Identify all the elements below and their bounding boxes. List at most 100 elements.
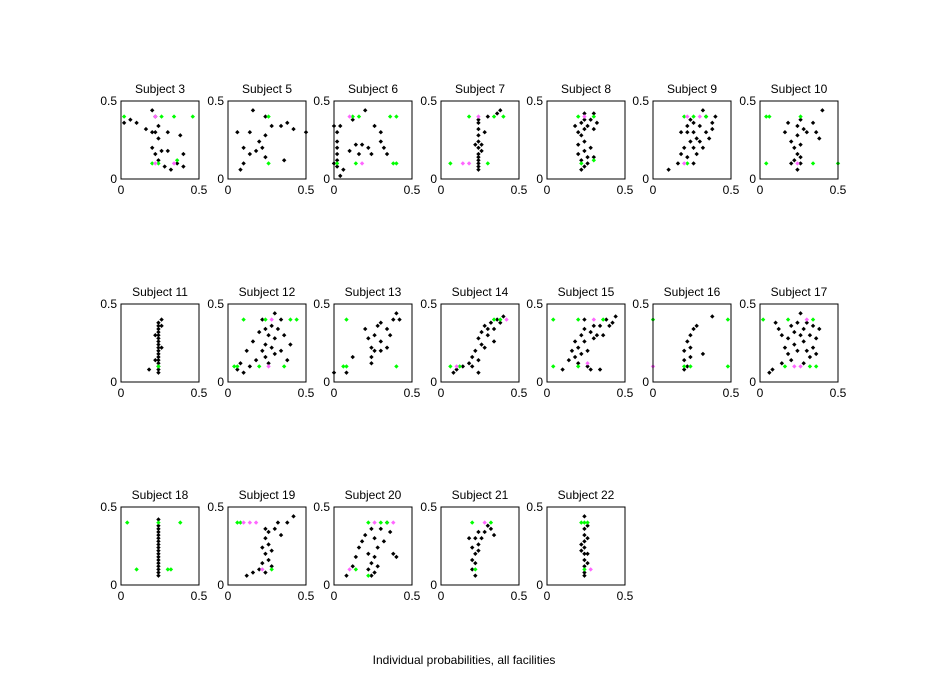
data-point	[691, 120, 696, 126]
data-point	[156, 370, 161, 375]
data-point	[378, 320, 383, 325]
data-point	[128, 117, 133, 122]
data-point	[257, 329, 262, 335]
y-tick-label: 0.5	[632, 94, 649, 108]
data-point	[789, 139, 794, 144]
data-point	[582, 139, 587, 144]
data-point	[257, 139, 262, 144]
y-tick-label: 0.5	[526, 297, 543, 311]
x-tick-label: 0	[118, 183, 125, 197]
data-point	[238, 167, 243, 172]
x-tick-label: 0	[650, 386, 657, 400]
data-point	[143, 126, 149, 132]
data-point	[153, 161, 158, 166]
data-point	[476, 164, 481, 169]
x-tick-label: 0	[438, 183, 445, 197]
data-point	[579, 520, 584, 525]
y-tick-label: 0	[217, 578, 224, 592]
x-tick-label: 0	[118, 386, 125, 400]
data-point	[576, 151, 581, 157]
data-point	[813, 336, 819, 341]
data-point	[153, 130, 158, 135]
y-tick-label: 0	[536, 375, 543, 389]
data-point	[269, 323, 274, 329]
subplot-title: Subject 15	[558, 285, 615, 299]
data-point	[150, 130, 155, 135]
data-point	[366, 520, 371, 525]
y-tick-label: 0.5	[632, 297, 649, 311]
data-point	[266, 529, 271, 535]
data-point	[178, 133, 183, 138]
data-point	[807, 333, 813, 338]
data-point	[576, 317, 581, 322]
data-point	[263, 326, 268, 332]
data-point	[269, 564, 274, 569]
data-point	[588, 145, 593, 150]
data-point	[760, 317, 766, 322]
data-point	[694, 323, 699, 329]
data-point	[476, 161, 481, 166]
data-point	[269, 567, 274, 572]
data-point	[241, 317, 246, 322]
subplot: Subject 13 0 0.5 0 0.5	[313, 285, 420, 400]
subplot: Subject 6 0 0.5 0 0.5	[313, 82, 420, 197]
data-point	[366, 145, 371, 150]
data-point	[341, 167, 346, 172]
data-point	[485, 161, 490, 166]
data-point	[159, 345, 164, 350]
data-point	[150, 145, 155, 150]
data-point	[334, 130, 340, 135]
data-point	[372, 554, 377, 560]
data-point	[263, 114, 268, 119]
data-point	[710, 126, 715, 132]
data-point	[804, 130, 809, 135]
axes-box	[546, 100, 626, 180]
axes-box	[546, 506, 626, 586]
y-tick-label: 0.5	[420, 94, 437, 108]
data-point	[801, 339, 806, 344]
data-point	[272, 526, 277, 532]
data-point	[285, 520, 290, 525]
data-point	[582, 573, 587, 578]
y-tick-label: 0	[642, 172, 649, 186]
data-point	[591, 111, 596, 116]
data-point	[359, 142, 365, 147]
data-point	[334, 151, 340, 157]
data-point	[691, 326, 696, 332]
data-point	[703, 114, 709, 119]
data-point	[782, 345, 788, 350]
axes-box	[546, 303, 626, 383]
data-point	[387, 333, 393, 338]
data-point	[767, 114, 772, 119]
data-point	[798, 142, 803, 147]
data-point	[250, 570, 256, 575]
data-point	[171, 114, 177, 119]
subplot: Subject 8 0 0.5 0 0.5	[526, 82, 633, 197]
data-point	[682, 367, 687, 372]
x-tick-label: 0.5	[511, 183, 528, 197]
data-point	[369, 151, 374, 157]
data-point	[448, 364, 453, 369]
x-tick-label: 0.5	[404, 386, 421, 400]
data-point	[488, 526, 494, 532]
data-point	[266, 361, 271, 366]
data-point	[156, 536, 161, 541]
subplot: Subject 5 0 0.5 0 0.5	[207, 82, 314, 197]
data-point	[235, 130, 240, 135]
data-point	[491, 317, 497, 322]
data-point	[582, 317, 587, 322]
data-point	[375, 545, 380, 550]
y-tick-label: 0	[430, 375, 437, 389]
data-point	[190, 114, 195, 119]
subplot: Subject 10 0 0.5 0 0.5	[739, 82, 846, 197]
y-tick-label: 0.5	[313, 500, 330, 514]
y-tick-label: 0.5	[100, 500, 117, 514]
data-point	[156, 548, 161, 553]
data-point	[369, 573, 374, 578]
data-point	[582, 567, 587, 572]
data-point	[591, 323, 596, 329]
data-point	[685, 161, 690, 166]
data-point	[275, 520, 281, 525]
data-point	[156, 539, 161, 544]
data-point	[585, 361, 590, 366]
